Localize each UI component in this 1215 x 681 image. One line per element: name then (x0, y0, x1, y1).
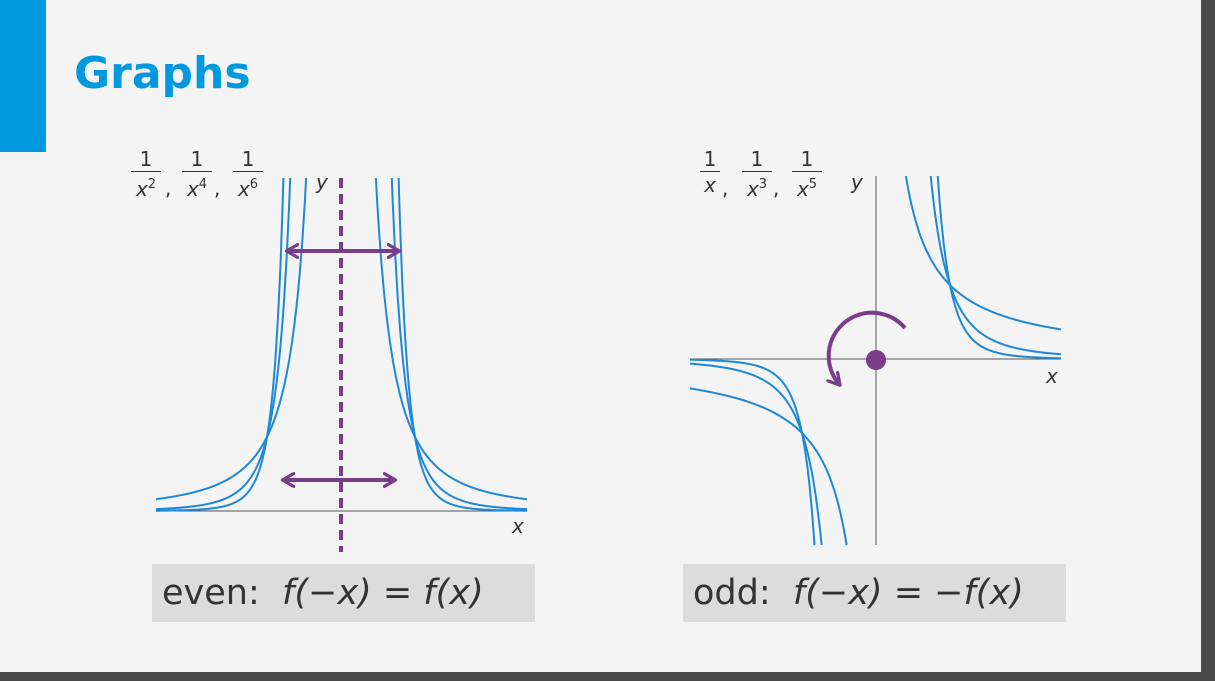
left-curves (155, 177, 528, 512)
graphs-svg (155, 175, 1062, 552)
odd-curve-n5-right (936, 175, 1061, 360)
right-curves (689, 175, 1062, 546)
odd-curve-n1-left (689, 387, 848, 546)
left-function-2: 1 x4 (182, 148, 212, 200)
even-curve-n6-left (156, 177, 285, 512)
even-functions-graph (155, 177, 528, 552)
left-x-label: x (512, 514, 524, 538)
even-caption-word: even: (162, 573, 260, 613)
left-function-1: 1 x2 (131, 148, 161, 200)
right-function-2: 1 x3 (742, 148, 772, 200)
odd-curve-n5-left (690, 358, 816, 546)
origin-dot (866, 350, 886, 370)
slide: Graphs 1 x2 , 1 x4 , 1 (0, 0, 1201, 672)
even-curve-n4-right (390, 177, 527, 511)
rotation-arrow (826, 310, 907, 387)
left-y-label: y (316, 170, 328, 194)
right-function-1: 1 x (700, 148, 720, 196)
even-curve-n2-left (155, 177, 308, 501)
right-function-3: 1 x5 (792, 148, 822, 200)
slide-title: Graphs (74, 48, 251, 99)
odd-functions-graph (689, 175, 1062, 546)
right-comma-2: , (773, 176, 780, 200)
even-curve-n4-left (156, 177, 292, 511)
right-y-label: y (851, 170, 863, 194)
odd-caption-formula: f(−x) = −f(x) (792, 573, 1024, 613)
odd-curve-n1-right (904, 175, 1062, 331)
even-curve-n6-right (397, 177, 527, 512)
odd-caption: odd: f(−x) = −f(x) (683, 564, 1066, 622)
right-x-label: x (1046, 364, 1058, 388)
even-caption: even: f(−x) = f(x) (152, 564, 535, 622)
left-comma-2: , (214, 176, 221, 200)
title-accent-bar (0, 0, 46, 152)
left-comma-1: , (165, 176, 172, 200)
right-comma-1: , (722, 176, 729, 200)
even-caption-formula: f(−x) = f(x) (282, 573, 484, 613)
odd-curve-n3-right (929, 175, 1062, 356)
even-curve-n2-right (374, 177, 528, 501)
left-function-3: 1 x6 (233, 148, 263, 200)
odd-caption-word: odd: (693, 573, 771, 613)
